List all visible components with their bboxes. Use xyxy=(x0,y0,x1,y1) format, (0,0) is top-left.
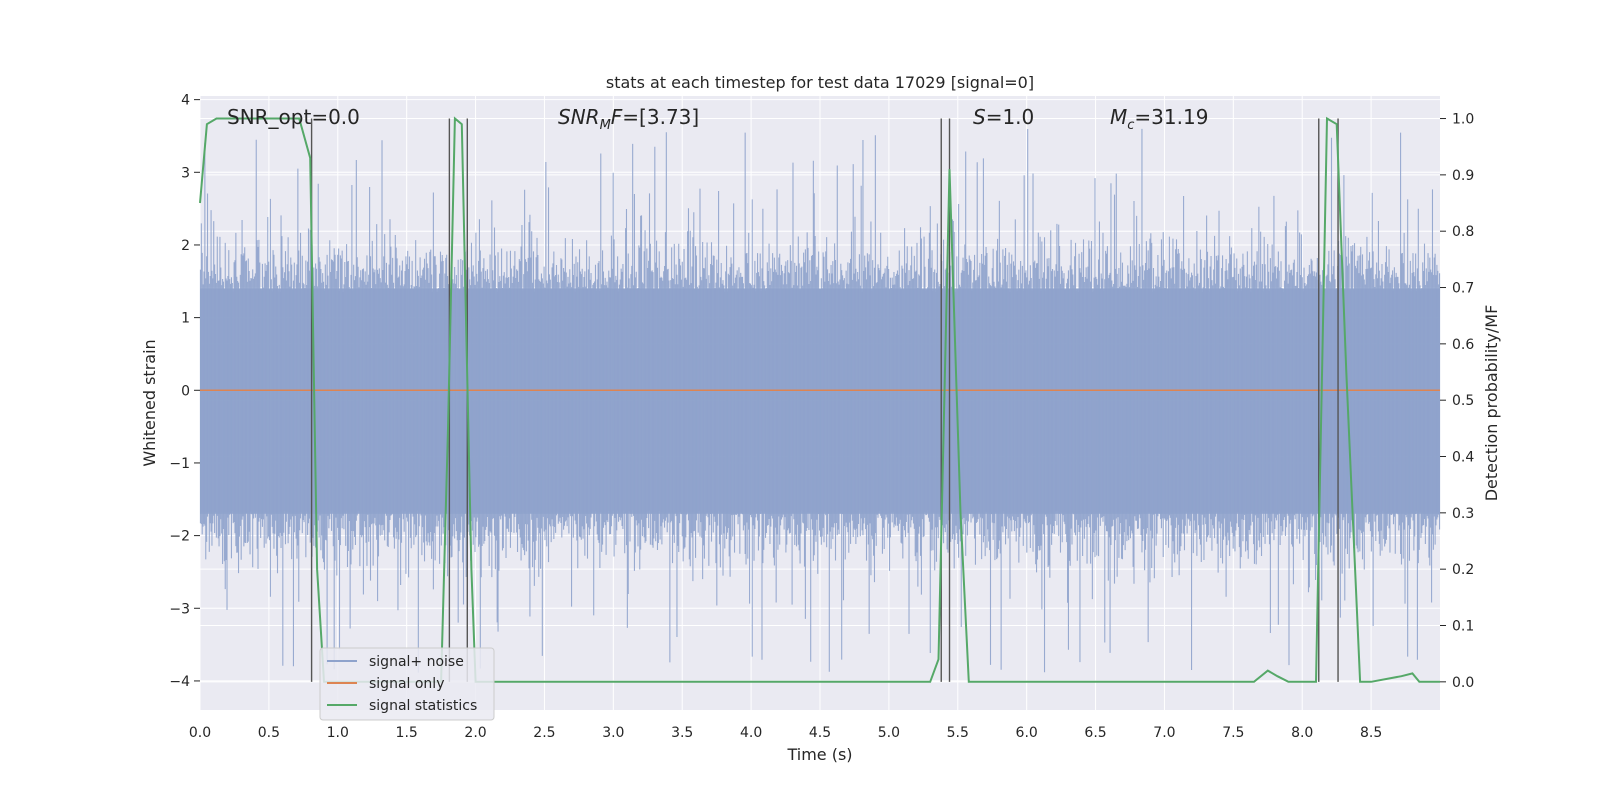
y-right-tick-label: 0.5 xyxy=(1452,393,1474,409)
x-tick-label: 7.5 xyxy=(1222,725,1244,741)
x-tick-label: 7.0 xyxy=(1153,725,1175,741)
y-right-axis-label: Detection probability/MF xyxy=(1482,305,1501,502)
x-axis-ticks: 0.0 0.5 1.0 1.5 2.0 2.5 3.0 3.5 4.0 4.5 5.0 5.5 6.0 6… xyxy=(189,725,1382,741)
y-right-tick-label: 0.8 xyxy=(1452,224,1474,240)
y-right-tick-label: 1.0 xyxy=(1452,112,1474,128)
legend-label-stats: signal statistics xyxy=(369,698,477,714)
x-tick-label: 5.5 xyxy=(947,725,969,741)
y-left-tick-label: −1 xyxy=(169,456,190,472)
y-left-axis-label: Whitened strain xyxy=(140,339,159,466)
y-right-tick-label: 0.0 xyxy=(1452,675,1474,691)
x-tick-label: 5.0 xyxy=(878,725,900,741)
y-left-tick-label: 1 xyxy=(181,311,190,327)
y-left-tick-label: −2 xyxy=(169,529,190,545)
annotation-mc: Mc=31.19 xyxy=(1110,105,1208,133)
x-tick-label: 0.0 xyxy=(189,725,211,741)
y-left-tick-label: 0 xyxy=(181,383,190,399)
x-tick-label: 6.0 xyxy=(1016,725,1038,741)
legend: signal+ noise signal only signal statist… xyxy=(319,647,495,721)
legend-label-noise: signal+ noise xyxy=(369,654,464,670)
x-tick-label: 3.0 xyxy=(602,725,624,741)
annotation-s: S=1.0 xyxy=(973,105,1034,129)
x-tick-label: 2.5 xyxy=(533,725,555,741)
annotation-snr-opt: SNR_opt=0.0 xyxy=(227,105,360,129)
y-right-tick-label: 0.3 xyxy=(1452,506,1474,522)
x-tick-label: 2.0 xyxy=(464,725,486,741)
y-right-tick-label: 0.4 xyxy=(1452,450,1474,466)
y-right-tick-label: 0.6 xyxy=(1452,337,1474,353)
y-left-tick-label: −3 xyxy=(169,601,190,617)
series-signal-statistics xyxy=(199,116,1440,683)
y-right-tick-label: 0.7 xyxy=(1452,281,1474,297)
x-axis-label: Time (s) xyxy=(786,745,852,764)
x-tick-label: 6.5 xyxy=(1084,725,1106,741)
y-left-tick-label: 2 xyxy=(181,238,190,254)
chart-title: stats at each timestep for test data 170… xyxy=(606,73,1034,92)
x-tick-label: 1.0 xyxy=(327,725,349,741)
y-right-tick-label: 0.9 xyxy=(1452,168,1474,184)
x-tick-label: 8.5 xyxy=(1360,725,1382,741)
x-tick-label: 4.5 xyxy=(809,725,831,741)
y-left-axis-ticks: 4 3 2 1 0 −1 −2 −3 −4 xyxy=(169,93,200,690)
y-left-tick-label: −4 xyxy=(169,674,190,690)
x-tick-label: 8.0 xyxy=(1291,725,1313,741)
legend-label-signal: signal only xyxy=(369,676,444,692)
x-tick-label: 1.5 xyxy=(396,725,418,741)
x-tick-label: 3.5 xyxy=(671,725,693,741)
x-tick-label: 0.5 xyxy=(258,725,280,741)
y-left-tick-label: 4 xyxy=(181,93,190,109)
y-right-axis-ticks: 1.0 0.9 0.8 0.7 0.6 0.5 0.4 0.3 0.2 0.1 0.0 xyxy=(1440,112,1474,691)
y-right-tick-label: 0.1 xyxy=(1452,619,1474,635)
x-tick-label: 4.0 xyxy=(740,725,762,741)
legend-box xyxy=(319,647,495,721)
annotation-snr-mf: SNRMF=[3.73] xyxy=(558,105,699,133)
y-left-tick-label: 3 xyxy=(181,165,190,181)
y-right-tick-label: 0.2 xyxy=(1452,562,1474,578)
